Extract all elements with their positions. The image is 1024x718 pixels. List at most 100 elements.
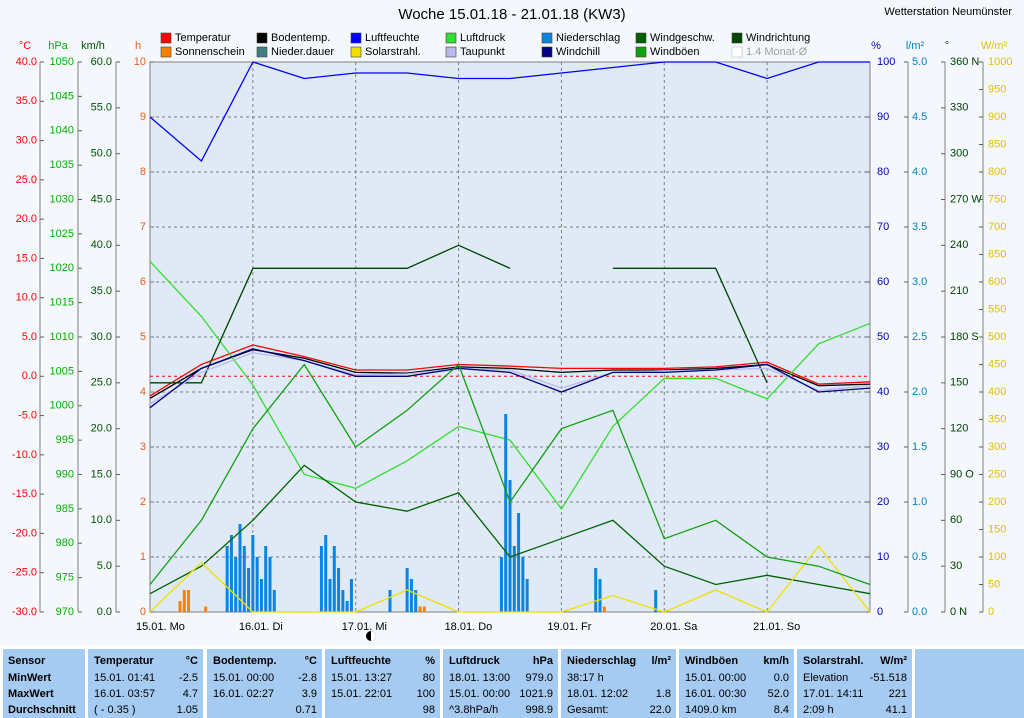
table-cell <box>679 649 794 718</box>
bar <box>525 579 529 612</box>
tick-label: 330 <box>950 102 968 114</box>
bar <box>409 579 413 612</box>
column-header: Niederschlag <box>567 655 636 667</box>
table-cell <box>88 649 203 718</box>
legend-label: Windböen <box>650 46 700 58</box>
legend-label: Temperatur <box>175 32 231 44</box>
legend-label: Sonnenschein <box>175 46 245 58</box>
tick-label: 360 N <box>950 56 979 68</box>
cell-value: -51.518 <box>870 672 907 684</box>
x-tick-label: 16.01. Di <box>239 621 283 633</box>
legend-swatch <box>541 32 553 44</box>
axis-unit: ° <box>945 40 949 52</box>
legend-swatch <box>635 32 647 44</box>
series-line <box>149 352 871 405</box>
tick-label: -25.0 <box>12 567 37 579</box>
bar <box>508 480 512 612</box>
tick-label: 600 <box>988 276 1006 288</box>
tick-label: 20.0 <box>91 423 112 435</box>
tick-label: 400 <box>988 386 1006 398</box>
series-line <box>149 61 870 163</box>
x-tick-label: 18.01. Do <box>445 621 493 633</box>
x-tick-label: 21.01. So <box>753 621 800 633</box>
tick-label: 3.0 <box>912 276 927 288</box>
tick-label: 30.0 <box>91 331 112 343</box>
tick-label: 0.0 <box>97 606 112 618</box>
tick-label: 850 <box>988 138 1006 150</box>
tick-label: 60 <box>950 514 962 526</box>
bar <box>594 568 598 612</box>
tick-label: 50 <box>877 331 889 343</box>
tick-label: 3.5 <box>912 221 927 233</box>
tick-label: 25.0 <box>91 377 112 389</box>
bar <box>204 606 208 612</box>
legend-swatch <box>256 32 268 44</box>
bar <box>341 590 345 612</box>
row-label: MaxWert <box>8 688 54 700</box>
x-tick-label: 17.01. Mi <box>342 621 387 633</box>
tick-label: 80 <box>877 166 889 178</box>
tick-label: 750 <box>988 193 1006 205</box>
tick-label: 6 <box>140 276 146 288</box>
bar <box>251 535 255 612</box>
tick-label: 10.0 <box>16 292 37 304</box>
cell-text: 1409.0 km <box>685 704 736 716</box>
tick-label: 45.0 <box>91 193 112 205</box>
series-line <box>149 464 871 595</box>
tick-label: 1020 <box>50 262 74 274</box>
cell-value: 41.1 <box>886 704 907 716</box>
bar <box>345 601 349 612</box>
bar <box>337 568 341 612</box>
cell-text: 2:09 h <box>803 704 834 716</box>
tick-label: 8 <box>140 166 146 178</box>
station-name: Wetterstation Neumünster <box>884 6 1012 18</box>
legend-swatch <box>541 46 553 58</box>
bar <box>504 414 508 612</box>
tick-label: 9 <box>140 111 146 123</box>
tick-label: 1040 <box>50 125 74 137</box>
legend-label: Solarstrahl. <box>365 46 421 58</box>
column-unit: °C <box>305 655 317 667</box>
legend-label: Luftdruck <box>460 32 506 44</box>
cell-value: 998.9 <box>525 704 553 716</box>
tick-label: 20 <box>877 496 889 508</box>
bar <box>272 590 276 612</box>
cell-value: 80 <box>423 672 435 684</box>
tick-label: 40.0 <box>16 56 37 68</box>
tick-label: 270 W <box>950 193 982 205</box>
tick-label: 60 <box>877 276 889 288</box>
legend-swatch <box>350 46 362 58</box>
tick-label: 1.5 <box>912 441 927 453</box>
bar <box>517 513 521 612</box>
tick-label: 800 <box>988 166 1006 178</box>
bar <box>422 606 426 612</box>
tick-label: 1030 <box>50 193 74 205</box>
cell-text: ( - 0.35 ) <box>94 704 136 716</box>
table-cell <box>561 649 676 718</box>
legend-swatch <box>160 32 172 44</box>
legend-label: Bodentemp. <box>271 32 330 44</box>
tick-label: 5.0 <box>912 56 927 68</box>
column-unit: hPa <box>533 655 554 667</box>
cell-text: 15.01. 00:00 <box>213 672 274 684</box>
bar <box>349 579 353 612</box>
tick-label: 1035 <box>50 159 74 171</box>
tick-label: 985 <box>56 503 74 515</box>
bar <box>234 557 238 612</box>
column-unit: l/m² <box>651 655 671 667</box>
cell-value: 1021.9 <box>519 688 553 700</box>
row-label: MinWert <box>8 672 52 684</box>
legend-swatch <box>350 32 362 44</box>
cell-text: 18.01. 13:00 <box>449 672 510 684</box>
cell-value: 0.71 <box>296 704 317 716</box>
bar <box>182 590 186 612</box>
bar <box>598 579 602 612</box>
cell-text: 15.01. 00:00 <box>449 688 510 700</box>
bar <box>187 590 191 612</box>
tick-label: 0.0 <box>912 606 927 618</box>
cell-value: 1.05 <box>177 704 198 716</box>
tick-label: 5.0 <box>97 560 112 572</box>
cell-value: 98 <box>423 704 435 716</box>
column-unit: % <box>425 655 435 667</box>
